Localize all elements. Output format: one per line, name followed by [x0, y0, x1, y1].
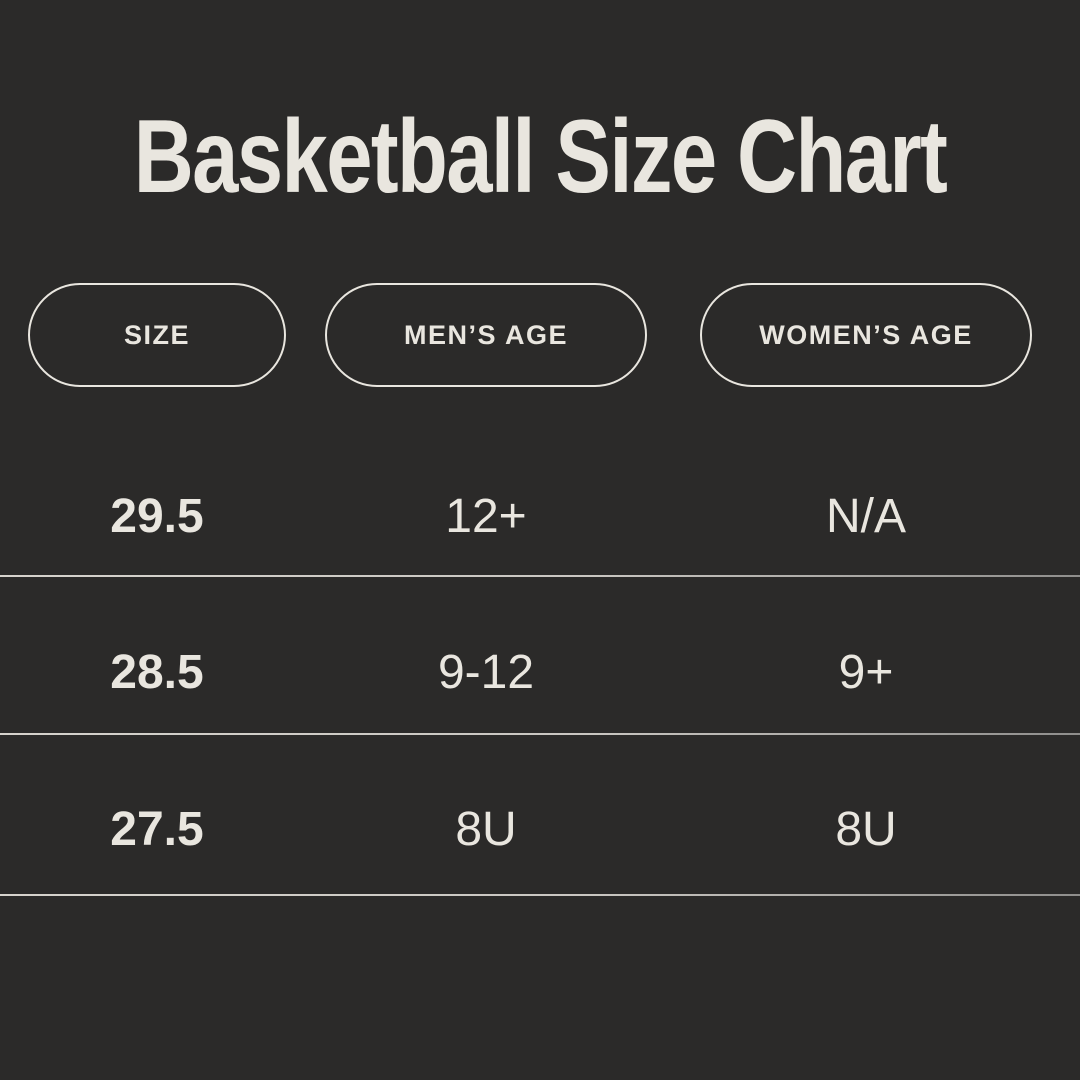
mens-age-value: 8U	[455, 803, 517, 856]
page-title: Basketball Size Chart	[133, 99, 948, 215]
row-divider	[0, 733, 1080, 735]
mens-age-value: 9-12	[437, 646, 535, 699]
column-header-womens-age: WOMEN’S AGE	[700, 283, 1032, 387]
mens-age-value: 12+	[445, 490, 527, 543]
size-value: 27.5	[110, 803, 204, 856]
column-header-mens-age-label: MEN’S AGE	[403, 319, 569, 350]
womens-age-value: 9+	[838, 646, 894, 699]
column-header-mens-age: MEN’S AGE	[325, 283, 647, 387]
column-header-size: SIZE	[28, 283, 286, 387]
womens-age-value: 8U	[835, 803, 897, 856]
womens-age-value: N/A	[825, 490, 906, 543]
column-header-size-label: SIZE	[123, 319, 190, 350]
column-header-womens-age-label: WOMEN’S AGE	[759, 319, 973, 350]
size-value: 29.5	[110, 490, 204, 543]
row-divider	[0, 575, 1080, 577]
row-divider	[0, 894, 1080, 896]
table-row: 28.5 9-12 9+	[0, 643, 1080, 703]
size-value: 28.5	[110, 646, 204, 699]
table-row: 29.5 12+ N/A	[0, 487, 1080, 547]
table-row: 27.5 8U 8U	[0, 800, 1080, 860]
